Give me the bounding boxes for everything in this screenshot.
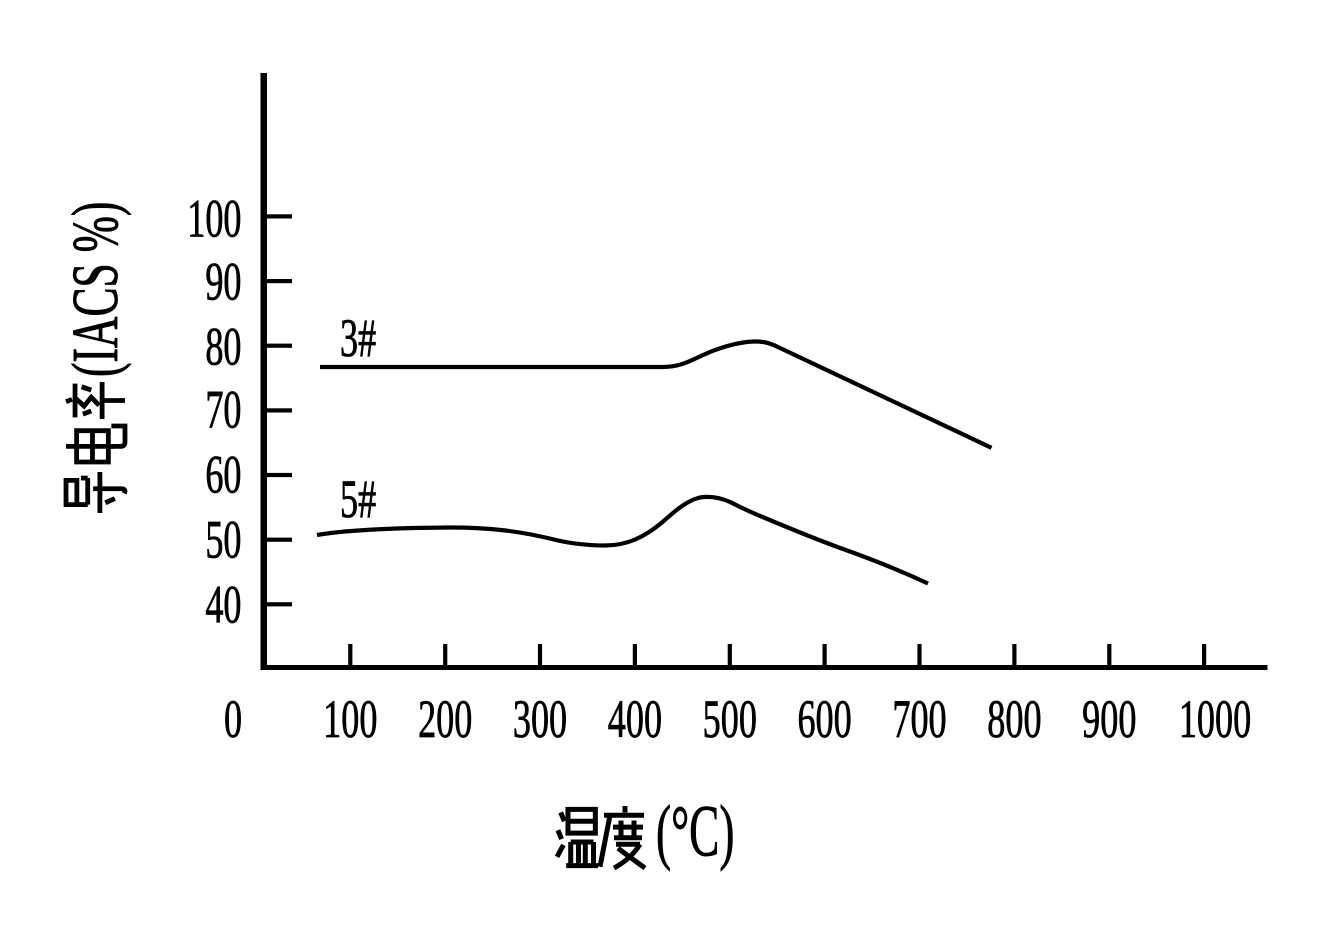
svg-text:90: 90	[205, 251, 241, 311]
svg-text:0: 0	[224, 689, 242, 749]
svg-text:3#: 3#	[340, 308, 376, 368]
svg-text:1000: 1000	[1179, 689, 1251, 749]
svg-text:70: 70	[205, 379, 241, 439]
svg-text:50: 50	[205, 509, 241, 569]
svg-text:600: 600	[797, 689, 851, 749]
svg-text:(°C): (°C)	[656, 792, 734, 873]
svg-text:5#: 5#	[340, 469, 376, 529]
svg-text:800: 800	[987, 689, 1041, 749]
svg-text:100: 100	[187, 188, 241, 248]
svg-text:400: 400	[608, 689, 662, 749]
svg-text:700: 700	[892, 689, 946, 749]
svg-text:300: 300	[513, 689, 567, 749]
svg-text:(IACS %): (IACS %)	[59, 202, 132, 377]
svg-text:900: 900	[1082, 689, 1136, 749]
svg-text:500: 500	[703, 689, 757, 749]
svg-text:60: 60	[205, 444, 241, 504]
svg-text:200: 200	[418, 689, 472, 749]
svg-text:100: 100	[323, 689, 377, 749]
svg-text:40: 40	[205, 574, 241, 634]
svg-text:80: 80	[205, 316, 241, 376]
